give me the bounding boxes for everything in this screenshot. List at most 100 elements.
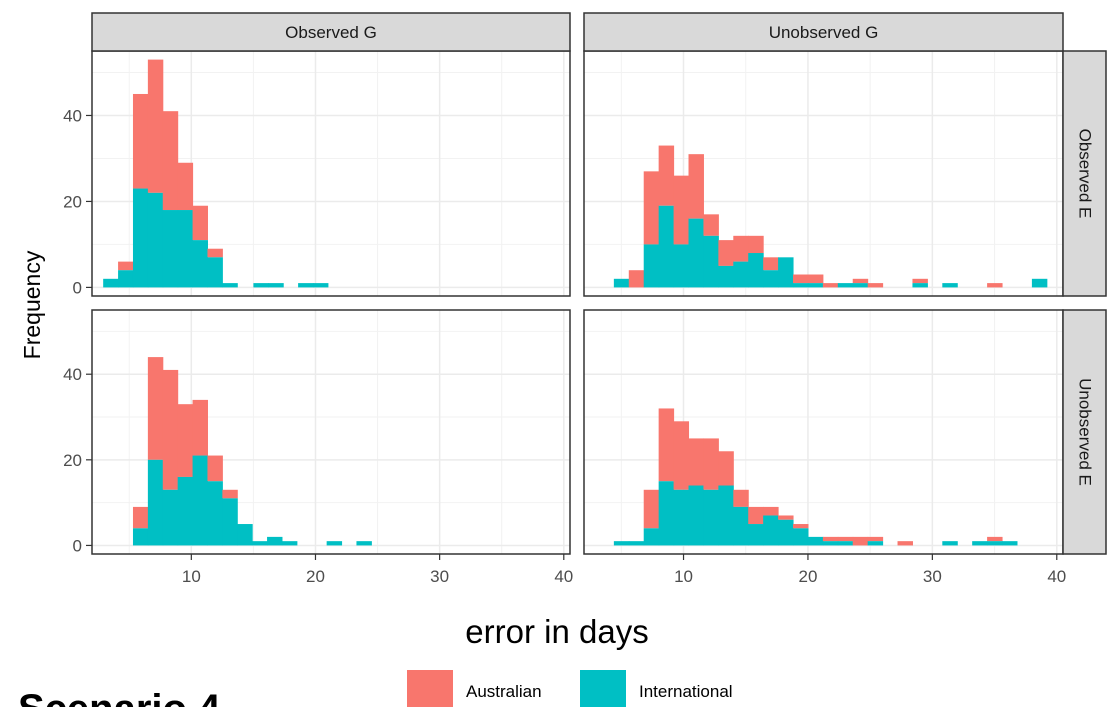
bar-australian bbox=[207, 455, 223, 482]
row-strip-unobserved-e bbox=[1062, 309, 1107, 555]
y-tick-label: 40 bbox=[63, 365, 82, 384]
bar-international bbox=[132, 188, 149, 288]
bar-australian bbox=[748, 506, 764, 525]
bar-international bbox=[972, 541, 988, 546]
bar-australian bbox=[177, 404, 194, 477]
bar-international bbox=[778, 257, 794, 288]
x-tick-label: 40 bbox=[554, 567, 573, 586]
x-tick-label: 10 bbox=[182, 567, 201, 586]
bar-australian bbox=[807, 274, 824, 284]
bar-australian bbox=[177, 162, 194, 211]
bar-international bbox=[942, 541, 958, 546]
bar-international bbox=[628, 541, 645, 546]
bar-australian bbox=[822, 283, 839, 288]
bar-international bbox=[688, 218, 704, 288]
bar-australian bbox=[132, 506, 149, 529]
x-tick-label: 30 bbox=[923, 567, 942, 586]
bar-international bbox=[1002, 541, 1018, 546]
bar-international bbox=[718, 265, 734, 288]
bar-australian bbox=[658, 408, 675, 482]
bar-international bbox=[778, 519, 794, 546]
bar-australian bbox=[912, 278, 928, 284]
bar-australian bbox=[837, 536, 854, 542]
bar-international bbox=[118, 270, 134, 288]
y-tick-label: 20 bbox=[63, 451, 82, 470]
bar-australian bbox=[718, 240, 734, 266]
x-tick-label: 30 bbox=[430, 567, 449, 586]
legend-label-international: International bbox=[639, 682, 733, 701]
row-strip-label: Unobserved E bbox=[1076, 378, 1095, 486]
bar-international bbox=[733, 506, 749, 546]
bar-international bbox=[942, 283, 958, 288]
bar-international bbox=[192, 240, 208, 288]
bar-international bbox=[807, 283, 824, 288]
x-axis-title: error in days bbox=[465, 613, 648, 650]
bar-australian bbox=[147, 59, 164, 193]
bar-international bbox=[867, 541, 884, 546]
y-tick-label: 0 bbox=[73, 278, 82, 297]
row-strip-observed-e bbox=[1062, 50, 1107, 297]
column-strip-observed-g bbox=[91, 12, 571, 52]
panel-border-observed-g-unobserved-e bbox=[91, 309, 571, 555]
bar-international bbox=[822, 541, 839, 546]
bar-international bbox=[237, 524, 253, 546]
bar-international bbox=[613, 541, 630, 546]
bar-international bbox=[748, 253, 764, 288]
y-axis-title: Frequency bbox=[19, 250, 45, 359]
bar-australian bbox=[207, 248, 223, 258]
bar-international bbox=[793, 528, 809, 546]
bar-international bbox=[252, 541, 268, 546]
bar-australian bbox=[192, 399, 208, 456]
bar-australian bbox=[748, 235, 764, 254]
bar-australian bbox=[162, 369, 179, 490]
x-tick-label: 10 bbox=[674, 567, 693, 586]
bar-international bbox=[703, 235, 719, 288]
bar-australian bbox=[673, 421, 690, 490]
bar-australian bbox=[987, 536, 1003, 542]
bar-australian bbox=[852, 278, 869, 284]
bar-australian bbox=[793, 274, 809, 284]
bar-international bbox=[763, 270, 779, 288]
bar-international bbox=[837, 283, 854, 288]
bar-international bbox=[192, 455, 208, 546]
bar-international bbox=[312, 283, 329, 288]
bar-australian bbox=[643, 171, 660, 245]
bar-australian bbox=[703, 214, 719, 236]
bar-international bbox=[162, 210, 179, 288]
bar-australian bbox=[628, 270, 645, 288]
bar-australian bbox=[733, 235, 749, 262]
bar-international bbox=[147, 192, 164, 288]
bar-australian bbox=[793, 524, 809, 529]
bar-international bbox=[132, 528, 149, 546]
legend-swatch-australian bbox=[407, 670, 453, 707]
bar-international bbox=[733, 261, 749, 288]
bar-international bbox=[298, 283, 314, 288]
bar-australian bbox=[763, 257, 779, 271]
legend-swatch-international bbox=[580, 670, 626, 707]
x-tick-label: 20 bbox=[798, 567, 817, 586]
bar-international bbox=[177, 476, 194, 546]
bar-australian bbox=[132, 93, 149, 189]
bar-australian bbox=[718, 451, 734, 486]
bar-australian bbox=[118, 261, 134, 271]
bar-international bbox=[643, 528, 660, 546]
bar-international bbox=[281, 541, 298, 546]
bar-australian bbox=[162, 111, 179, 211]
bar-international bbox=[147, 459, 164, 546]
bar-international bbox=[748, 524, 764, 546]
bar-international bbox=[987, 541, 1003, 546]
bar-international bbox=[326, 541, 343, 546]
column-strip-unobserved-g bbox=[583, 12, 1064, 52]
bar-international bbox=[673, 244, 690, 288]
y-tick-label: 0 bbox=[73, 536, 82, 555]
bar-australian bbox=[688, 154, 704, 219]
bar-international bbox=[613, 278, 630, 288]
bar-australian bbox=[852, 536, 869, 546]
bar-australian bbox=[867, 536, 884, 542]
bar-international bbox=[718, 485, 734, 546]
bar-international bbox=[207, 257, 223, 288]
bar-international bbox=[162, 489, 179, 546]
bar-international bbox=[207, 481, 223, 546]
bar-international bbox=[763, 515, 779, 546]
